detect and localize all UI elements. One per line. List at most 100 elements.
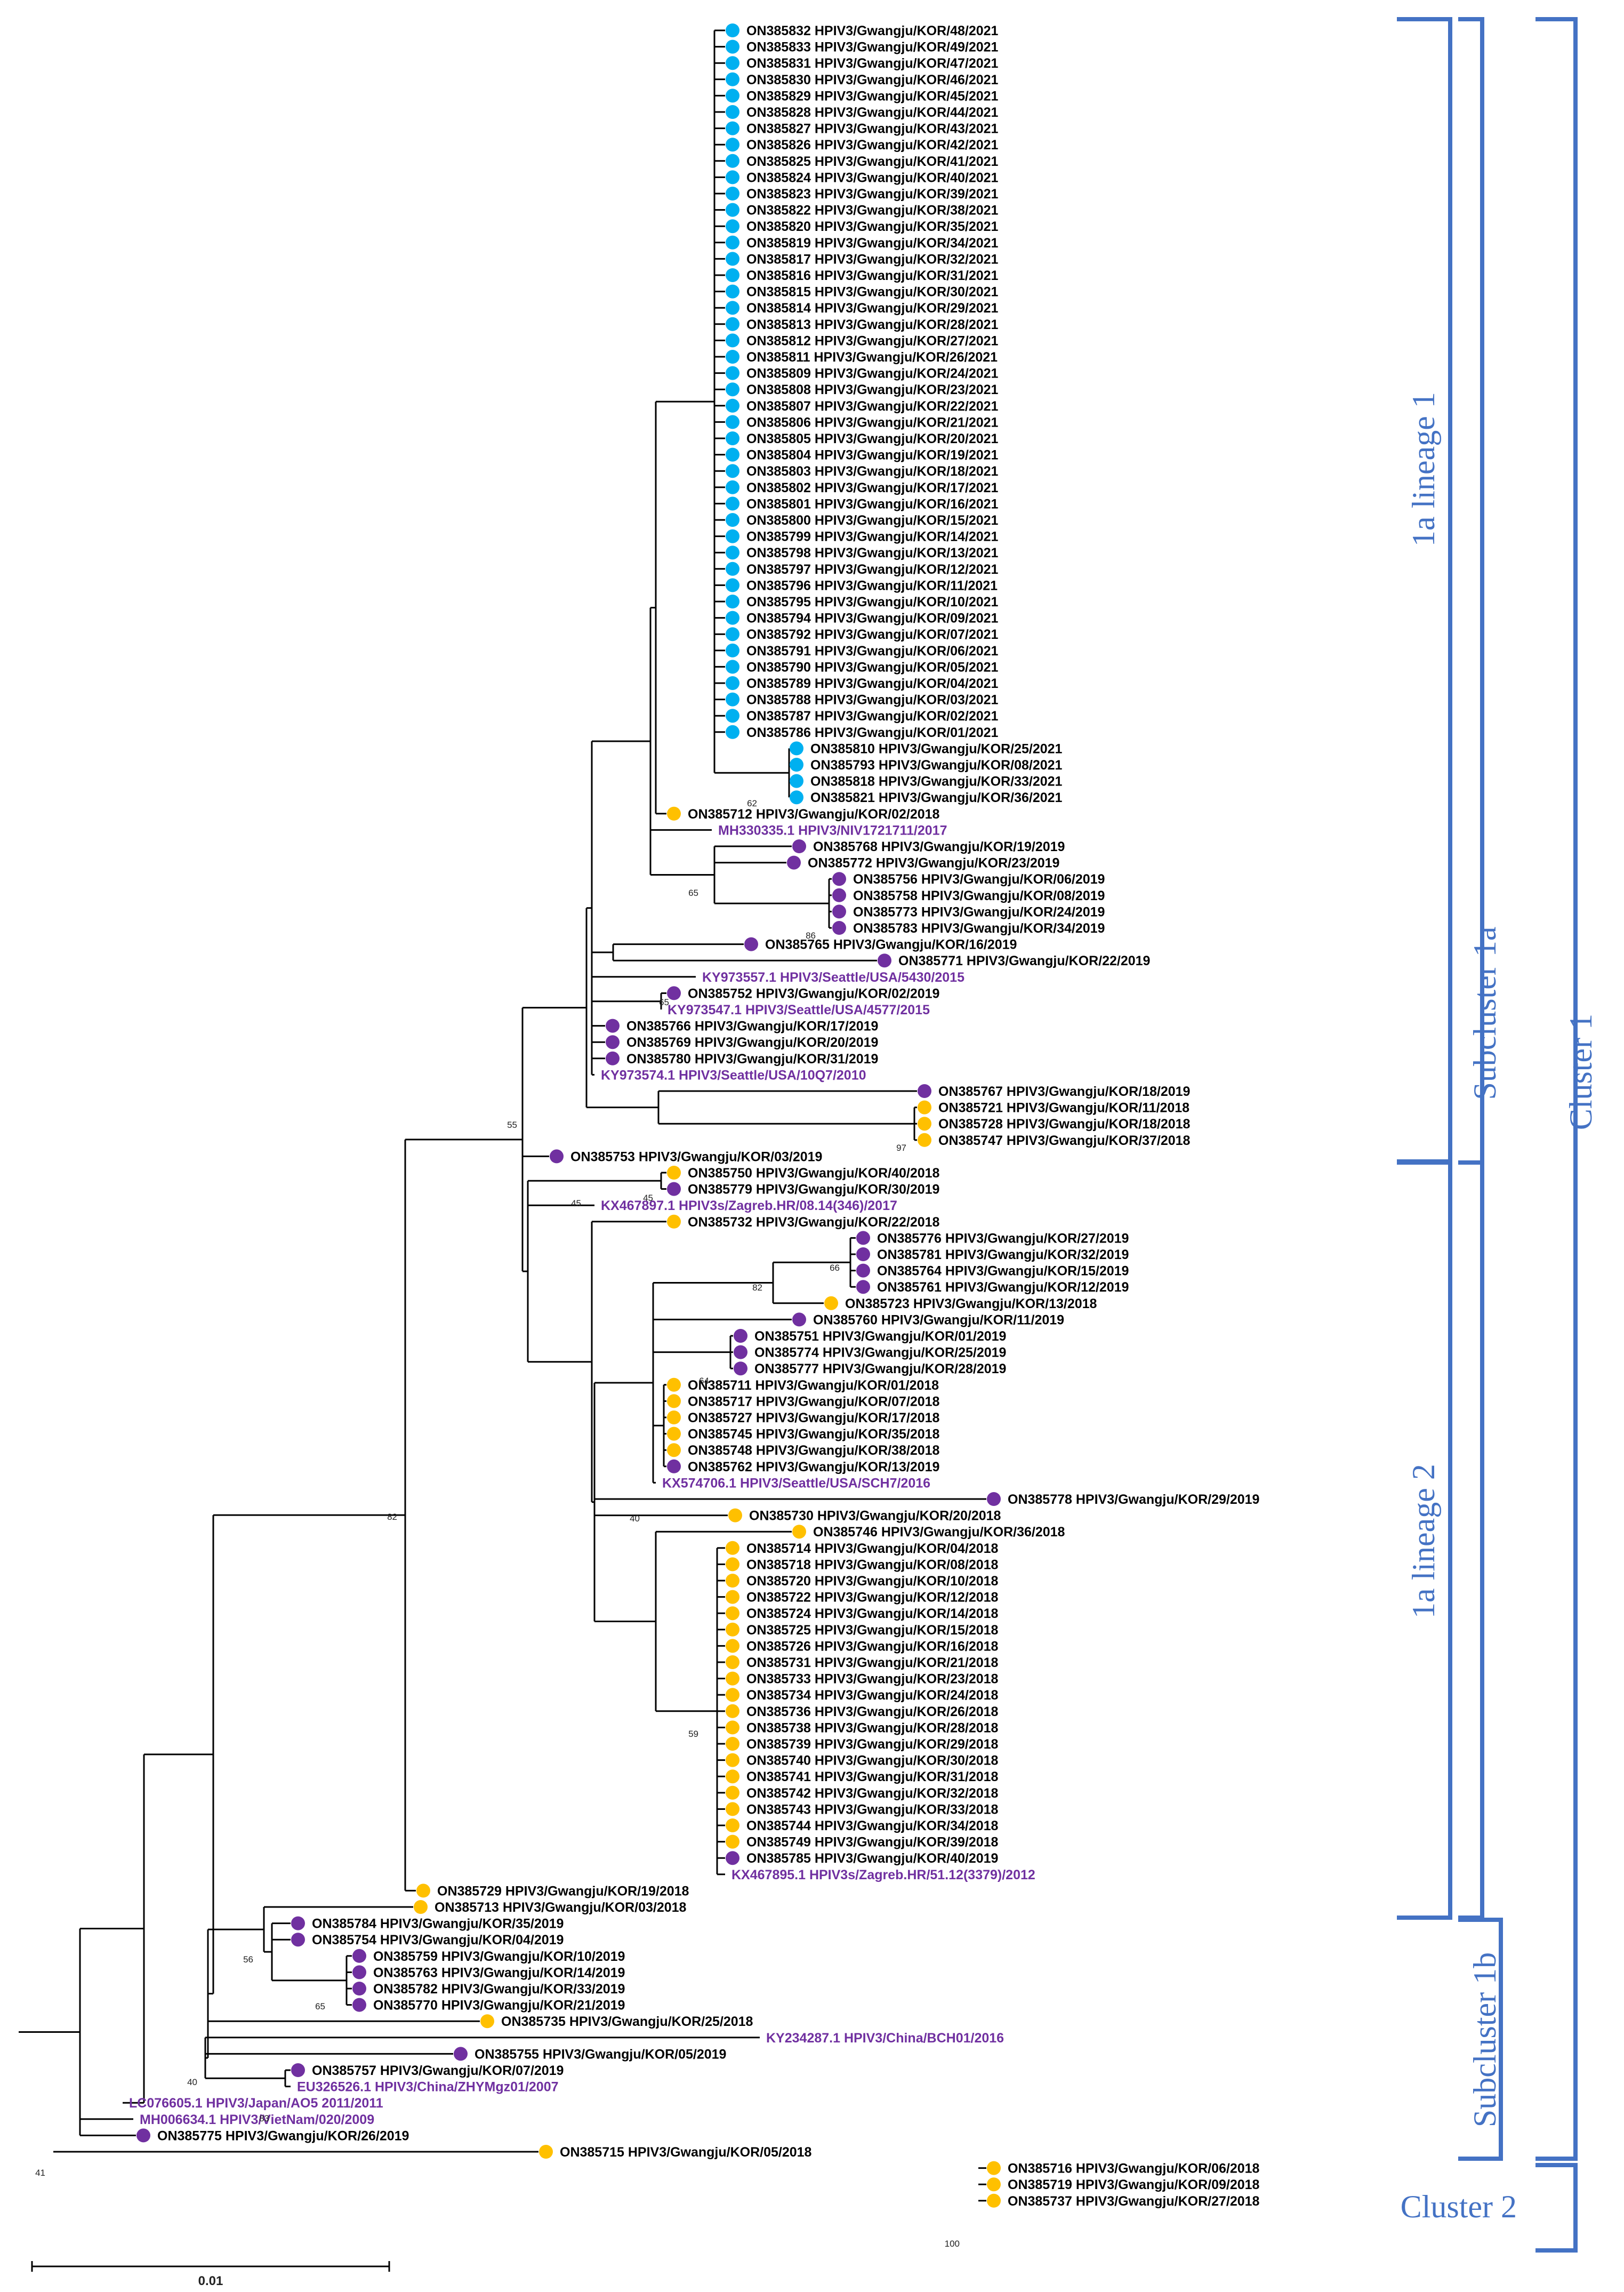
blue-dot-icon — [726, 203, 739, 217]
taxon-leaf: ON385779 HPIV3/Gwangju/KOR/30/2019 — [667, 1182, 939, 1197]
taxon-leaf: ON385772 HPIV3/Gwangju/KOR/23/2019 — [787, 855, 1059, 871]
taxon-label: ON385787 HPIV3/Gwangju/KOR/02/2021 — [746, 709, 999, 724]
yellow-dot-icon — [726, 1704, 739, 1718]
reference-strain-label: KX574706.1 HPIV3/Seattle/USA/SCH7/2016 — [662, 1476, 930, 1490]
taxon-label: ON385724 HPIV3/Gwangju/KOR/14/2018 — [746, 1606, 999, 1621]
taxon-leaf: ON385826 HPIV3/Gwangju/KOR/42/2021 — [726, 138, 999, 153]
blue-dot-icon — [726, 105, 739, 119]
taxon-leaf: ON385791 HPIV3/Gwangju/KOR/06/2021 — [726, 643, 999, 659]
yellow-dot-icon — [726, 1639, 739, 1653]
taxon-leaf: ON385749 HPIV3/Gwangju/KOR/39/2018 — [726, 1834, 999, 1850]
taxon-label: ON385746 HPIV3/Gwangju/KOR/36/2018 — [813, 1525, 1065, 1540]
taxon-label: ON385815 HPIV3/Gwangju/KOR/30/2021 — [746, 285, 999, 300]
reference-strain-label: MH006634.1 HPIV3/VietNam/020/2009 — [140, 2112, 374, 2127]
purple-dot-icon — [734, 1361, 747, 1376]
taxon-label: ON385801 HPIV3/Gwangju/KOR/16/2021 — [746, 496, 999, 511]
purple-dot-icon — [832, 888, 846, 902]
yellow-dot-icon — [667, 1394, 681, 1408]
yellow-dot-icon — [667, 806, 681, 821]
taxon-label: ON385719 HPIV3/Gwangju/KOR/09/2018 — [1008, 2177, 1260, 2192]
scale-bar-ticks — [31, 2261, 390, 2272]
taxon-leaf: ON385811 HPIV3/Gwangju/KOR/26/2021 — [726, 350, 998, 365]
purple-dot-icon — [667, 986, 681, 1000]
taxon-label: ON385794 HPIV3/Gwangju/KOR/09/2021 — [746, 611, 999, 626]
taxon-label: ON385741 HPIV3/Gwangju/KOR/31/2018 — [746, 1769, 999, 1784]
lineage1-label: 1a lineage 1 — [1406, 392, 1441, 547]
taxon-label: ON385825 HPIV3/Gwangju/KOR/41/2021 — [746, 154, 999, 169]
taxon-leaf: ON385784 HPIV3/Gwangju/KOR/35/2019 — [291, 1916, 564, 1932]
taxon-leaf: ON385737 HPIV3/Gwangju/KOR/27/2018 — [987, 2193, 1260, 2209]
blue-dot-icon — [726, 709, 739, 723]
lineage2-bracket — [1397, 1159, 1452, 1920]
taxon-leaf: ON385752 HPIV3/Gwangju/KOR/02/2019 — [667, 986, 939, 1001]
taxon-label: ON385824 HPIV3/Gwangju/KOR/40/2021 — [746, 170, 999, 185]
blue-dot-icon — [726, 72, 739, 86]
blue-dot-icon — [726, 350, 739, 364]
taxon-leaf: ON385763 HPIV3/Gwangju/KOR/14/2019 — [352, 1965, 625, 1980]
bootstrap-value: 66 — [830, 1263, 840, 1273]
taxon-label: ON385770 HPIV3/Gwangju/KOR/21/2019 — [373, 1998, 625, 2013]
taxon-label: ON385799 HPIV3/Gwangju/KOR/14/2021 — [746, 530, 999, 544]
purple-dot-icon — [987, 1492, 1001, 1506]
bootstrap-value: 59 — [688, 1729, 698, 1739]
taxon-leaf: ON385745 HPIV3/Gwangju/KOR/35/2018 — [667, 1427, 940, 1442]
taxon-leaf: ON385775 HPIV3/Gwangju/KOR/26/2019 — [136, 2128, 409, 2143]
taxon-label: ON385736 HPIV3/Gwangju/KOR/26/2018 — [746, 1704, 999, 1719]
taxon-label: ON385744 HPIV3/Gwangju/KOR/34/2018 — [746, 1818, 999, 1833]
taxon-label: ON385721 HPIV3/Gwangju/KOR/11/2018 — [938, 1101, 1189, 1116]
lineage1-bracket — [1397, 17, 1452, 1165]
bootstrap-value: 40 — [630, 1513, 640, 1524]
reference-strain-label: MH330335.1 HPIV3/NIV1721711/2017 — [718, 823, 947, 838]
blue-dot-icon — [790, 741, 803, 756]
taxon-label: ON385828 HPIV3/Gwangju/KOR/44/2021 — [746, 105, 999, 120]
blue-dot-icon — [726, 676, 739, 690]
taxon-label: ON385725 HPIV3/Gwangju/KOR/15/2018 — [746, 1623, 999, 1638]
taxon-label: ON385810 HPIV3/Gwangju/KOR/25/2021 — [810, 741, 1063, 756]
taxon-leaf: KY234287.1 HPIV3/China/BCH01/2016 — [766, 2031, 1004, 2046]
taxon-label: ON385757 HPIV3/Gwangju/KOR/07/2019 — [312, 2063, 564, 2078]
blue-dot-icon — [726, 154, 739, 168]
taxon-label: ON385769 HPIV3/Gwangju/KOR/20/2019 — [626, 1035, 878, 1050]
yellow-dot-icon — [416, 1884, 430, 1898]
yellow-dot-icon — [667, 1411, 681, 1424]
yellow-dot-icon — [726, 1785, 739, 1800]
taxon-label: ON385826 HPIV3/Gwangju/KOR/42/2021 — [746, 138, 999, 153]
purple-dot-icon — [918, 1084, 931, 1098]
taxon-label: ON385764 HPIV3/Gwangju/KOR/15/2019 — [877, 1264, 1129, 1279]
taxon-label: ON385715 HPIV3/Gwangju/KOR/05/2018 — [560, 2145, 812, 2160]
bootstrap-value: 65 — [659, 997, 669, 1007]
taxon-leaf: ON385729 HPIV3/Gwangju/KOR/19/2018 — [416, 1884, 689, 1898]
cluster2-bracket — [1535, 2163, 1578, 2253]
taxon-label: ON385720 HPIV3/Gwangju/KOR/10/2018 — [746, 1574, 999, 1589]
blue-dot-icon — [790, 758, 803, 772]
taxon-label: ON385759 HPIV3/Gwangju/KOR/10/2019 — [373, 1949, 625, 1964]
taxon-leaf: ON385817 HPIV3/Gwangju/KOR/32/2021 — [726, 252, 999, 267]
taxon-leaf: ON385759 HPIV3/Gwangju/KOR/10/2019 — [352, 1949, 625, 1964]
taxon-label: ON385733 HPIV3/Gwangju/KOR/23/2018 — [746, 1672, 999, 1687]
taxon-label: ON385819 HPIV3/Gwangju/KOR/34/2021 — [746, 236, 999, 251]
purple-dot-icon — [734, 1345, 747, 1359]
purple-dot-icon — [856, 1231, 870, 1245]
taxon-leaf: ON385821 HPIV3/Gwangju/KOR/36/2021 — [790, 790, 1063, 805]
reference-strain-label: KX467897.1 HPIV3s/Zagreb.HR/08.14(346)/2… — [601, 1198, 897, 1213]
yellow-dot-icon — [726, 1671, 739, 1686]
yellow-dot-icon — [480, 2014, 494, 2029]
taxon-label: ON385811 HPIV3/Gwangju/KOR/26/2021 — [746, 350, 998, 365]
taxon-label: ON385753 HPIV3/Gwangju/KOR/03/2019 — [570, 1149, 822, 1164]
taxon-label: ON385712 HPIV3/Gwangju/KOR/02/2018 — [688, 807, 940, 822]
bootstrap-values: 62 65 86 65 97 55 45 45 82 66 64 40 59 82 56 65 40 83 41 10… — [35, 798, 960, 2249]
bootstrap-value: 45 — [571, 1198, 581, 1208]
taxon-label: ON385818 HPIV3/Gwangju/KOR/33/2021 — [810, 774, 1063, 789]
blue-dot-icon — [726, 562, 739, 576]
taxon-leaf: ON385754 HPIV3/Gwangju/KOR/04/2019 — [291, 1933, 564, 1948]
yellow-dot-icon — [726, 1622, 739, 1637]
blue-dot-icon — [726, 382, 739, 397]
taxon-leaf: ON385728 HPIV3/Gwangju/KOR/18/2018 — [918, 1117, 1191, 1132]
blue-dot-icon — [726, 284, 739, 299]
taxon-leaf: ON385744 HPIV3/Gwangju/KOR/34/2018 — [726, 1818, 999, 1833]
taxon-leaf: ON385825 HPIV3/Gwangju/KOR/41/2021 — [726, 154, 999, 169]
yellow-dot-icon — [726, 1802, 739, 1816]
taxon-label: ON385782 HPIV3/Gwangju/KOR/33/2019 — [373, 1982, 625, 1997]
taxon-leaf: ON385732 HPIV3/Gwangju/KOR/22/2018 — [667, 1214, 940, 1230]
